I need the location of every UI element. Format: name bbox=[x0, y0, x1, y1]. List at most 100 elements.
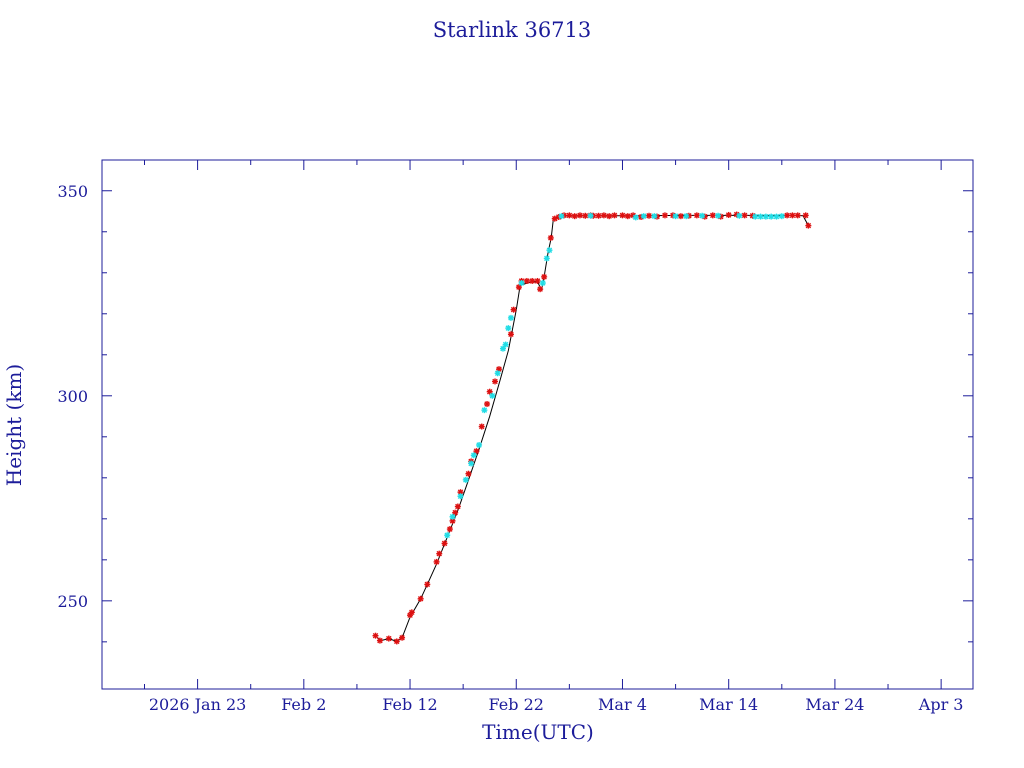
data-point bbox=[606, 213, 613, 220]
data-point bbox=[547, 234, 554, 241]
data-point bbox=[481, 407, 488, 414]
data-point bbox=[393, 638, 400, 645]
data-point bbox=[534, 277, 541, 284]
data-point bbox=[709, 212, 716, 219]
y-tick-label: 350 bbox=[57, 182, 88, 201]
data-point bbox=[424, 581, 431, 588]
y-axis-ticks bbox=[102, 190, 973, 643]
data-point bbox=[376, 637, 383, 644]
data-point bbox=[566, 212, 573, 219]
x-axis-label: Time(UTC) bbox=[482, 720, 594, 744]
data-point bbox=[546, 247, 553, 254]
y-tick-label: 300 bbox=[57, 387, 88, 406]
data-point bbox=[523, 277, 530, 284]
x-tick-label: Feb 22 bbox=[489, 695, 544, 714]
data-point bbox=[802, 212, 809, 219]
data-point bbox=[576, 212, 583, 219]
data-point bbox=[515, 284, 522, 291]
data-point bbox=[408, 609, 415, 616]
data-point bbox=[486, 388, 493, 395]
data-point bbox=[752, 213, 759, 220]
x-tick-label: Feb 12 bbox=[382, 695, 437, 714]
data-point bbox=[539, 280, 546, 287]
data-point bbox=[725, 211, 732, 218]
data-point bbox=[778, 213, 785, 220]
data-point bbox=[457, 493, 464, 500]
data-point bbox=[502, 341, 509, 348]
data-point bbox=[470, 452, 477, 459]
x-tick-label: Apr 3 bbox=[918, 695, 964, 714]
data-point bbox=[478, 423, 485, 430]
data-point bbox=[587, 212, 594, 219]
data-point bbox=[494, 370, 501, 377]
data-point bbox=[741, 212, 748, 219]
data-point bbox=[484, 400, 491, 407]
data-point bbox=[699, 212, 706, 219]
data-point bbox=[571, 213, 578, 220]
chart-title: Starlink 36713 bbox=[433, 18, 592, 42]
data-point bbox=[510, 306, 517, 313]
data-point bbox=[489, 392, 496, 399]
data-point bbox=[768, 213, 775, 220]
data-point bbox=[784, 212, 791, 219]
data-point bbox=[543, 255, 550, 262]
data-point bbox=[452, 509, 459, 516]
data-point bbox=[661, 212, 668, 219]
data-point bbox=[449, 517, 456, 524]
data-point bbox=[446, 526, 453, 533]
data-point bbox=[600, 212, 607, 219]
data-point bbox=[507, 331, 514, 338]
y-axis-label: Height (km) bbox=[2, 364, 26, 486]
data-point bbox=[624, 213, 631, 220]
y-axis-tick-labels: 250 300 350 bbox=[57, 182, 88, 611]
data-point bbox=[473, 448, 480, 455]
data-point bbox=[436, 550, 443, 557]
x-tick-label: Feb 2 bbox=[281, 695, 326, 714]
data-point bbox=[651, 213, 658, 220]
x-tick-label: Mar 4 bbox=[598, 695, 647, 714]
data-point bbox=[582, 212, 589, 219]
data-markers bbox=[372, 211, 812, 645]
x-tick-label: 2026 Jan 23 bbox=[149, 695, 247, 714]
data-point bbox=[640, 213, 647, 220]
data-point bbox=[736, 212, 743, 219]
data-point bbox=[715, 212, 722, 219]
data-point bbox=[789, 212, 796, 219]
data-point bbox=[632, 214, 639, 221]
x-tick-label: Mar 14 bbox=[699, 695, 758, 714]
data-point bbox=[505, 325, 512, 332]
data-point bbox=[619, 212, 626, 219]
data-point bbox=[444, 532, 451, 539]
data-point bbox=[492, 378, 499, 385]
data-point bbox=[372, 632, 379, 639]
x-axis-ticks bbox=[143, 160, 942, 689]
data-point bbox=[611, 212, 618, 219]
data-point bbox=[757, 213, 764, 220]
data-point bbox=[499, 345, 506, 352]
data-point bbox=[507, 314, 514, 321]
data-point bbox=[773, 213, 780, 220]
x-tick-label: Mar 24 bbox=[805, 695, 864, 714]
data-point bbox=[454, 503, 461, 510]
height-trend-line bbox=[375, 214, 809, 642]
data-point bbox=[465, 470, 472, 477]
data-point bbox=[762, 213, 769, 220]
data-point bbox=[433, 558, 440, 565]
data-point bbox=[541, 273, 548, 280]
data-point bbox=[646, 212, 653, 219]
data-point bbox=[518, 280, 525, 287]
data-point bbox=[677, 213, 684, 220]
data-point bbox=[468, 460, 475, 467]
data-point bbox=[683, 213, 690, 220]
data-point bbox=[417, 595, 424, 602]
data-point bbox=[693, 212, 700, 219]
data-point bbox=[558, 213, 565, 220]
data-point bbox=[441, 540, 448, 547]
data-point bbox=[476, 442, 483, 449]
data-point bbox=[462, 476, 469, 483]
data-point bbox=[449, 513, 456, 520]
data-point bbox=[385, 635, 392, 642]
data-point bbox=[537, 286, 544, 293]
data-point bbox=[529, 277, 536, 284]
